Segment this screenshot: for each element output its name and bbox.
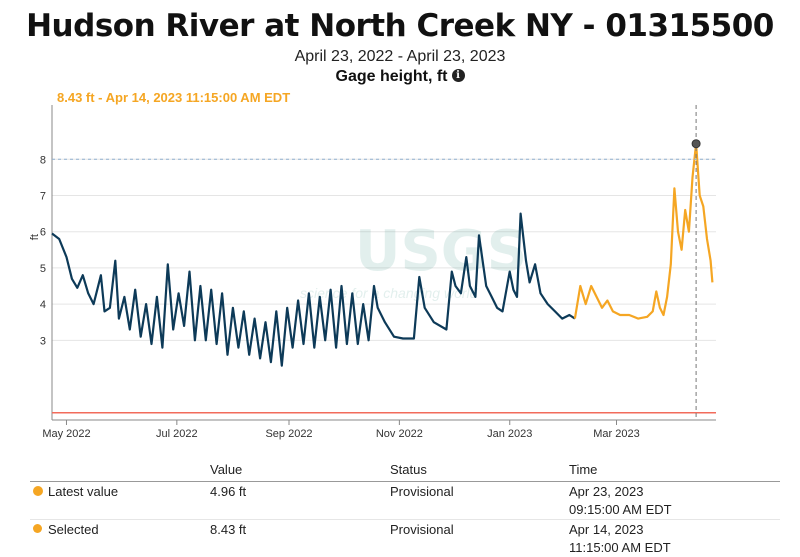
x-tick-label: Jul 2022 bbox=[156, 428, 198, 440]
header-value: Value bbox=[210, 462, 243, 477]
y-axis-label: ft bbox=[29, 234, 41, 240]
y-tick-label: 5 bbox=[40, 263, 46, 275]
y-tick-label: 3 bbox=[40, 335, 46, 347]
y-tick-label: 7 bbox=[40, 191, 46, 203]
row-status: Provisional bbox=[390, 522, 454, 537]
row-label: Latest value bbox=[48, 484, 119, 499]
selected-point-marker bbox=[691, 139, 701, 149]
row-value: 8.43 ft bbox=[210, 522, 247, 537]
row-time-date: Apr 23, 2023 bbox=[569, 484, 644, 499]
row-status: Provisional bbox=[390, 484, 454, 499]
row-value: 4.96 ft bbox=[210, 484, 247, 499]
x-tick-label: Jan 2023 bbox=[487, 428, 532, 440]
x-tick-label: Mar 2023 bbox=[593, 428, 639, 440]
table-row-selected[interactable]: Selected 8.43 ft Provisional Apr 14, 202… bbox=[30, 519, 780, 557]
recent-series-line bbox=[573, 142, 714, 320]
axes: 3 4 5 6 7 8 ft May 2022 Jul 2022 Sep 2022 Nov 2022… bbox=[29, 105, 716, 440]
grid-lines bbox=[52, 158, 716, 341]
selected-dot-icon bbox=[33, 524, 42, 533]
header-status: Status bbox=[390, 462, 427, 477]
x-tick-label: May 2022 bbox=[42, 428, 90, 440]
row-time-clock: 09:15:00 AM EDT bbox=[569, 502, 672, 517]
x-tick-label: Nov 2022 bbox=[376, 428, 423, 440]
series-layer bbox=[51, 142, 714, 367]
date-range: April 23, 2022 - April 23, 2023 bbox=[294, 48, 506, 65]
y-tick-label: 6 bbox=[40, 227, 46, 239]
historic-series-line bbox=[51, 212, 576, 367]
selected-point-readout: 8.43 ft - Apr 14, 2023 11:15:00 AM EDT bbox=[57, 90, 291, 105]
table-row-latest[interactable]: Latest value 4.96 ft Provisional Apr 23,… bbox=[30, 481, 780, 520]
y-tick-label: 4 bbox=[40, 299, 46, 311]
y-tick-label: 8 bbox=[40, 154, 46, 166]
parameter-title: Gage height, ft i bbox=[0, 68, 800, 86]
x-tick-label: Sep 2022 bbox=[265, 428, 312, 440]
marks bbox=[52, 105, 716, 420]
usgs-watermark-tagline: science for a changing world bbox=[300, 285, 479, 301]
row-label: Selected bbox=[48, 522, 99, 537]
page-title: Hudson River at North Creek NY - 0131550… bbox=[26, 8, 774, 44]
usgs-watermark-logo: USGS bbox=[355, 219, 527, 284]
table-header: Value Status Time bbox=[30, 459, 780, 482]
row-time-clock: 11:15:00 AM EDT bbox=[569, 540, 671, 555]
usgs-watermark: USGS science for a changing world bbox=[300, 219, 527, 301]
latest-dot-icon bbox=[33, 486, 43, 496]
row-time-date: Apr 14, 2023 bbox=[569, 522, 644, 537]
info-icon[interactable]: i bbox=[451, 69, 465, 82]
header-time: Time bbox=[569, 462, 598, 477]
parameter-label: Gage height, ft bbox=[335, 68, 448, 85]
hydrograph-chart[interactable]: USGS science for a changing world 3 4 5 6 7 8… bbox=[0, 100, 800, 440]
